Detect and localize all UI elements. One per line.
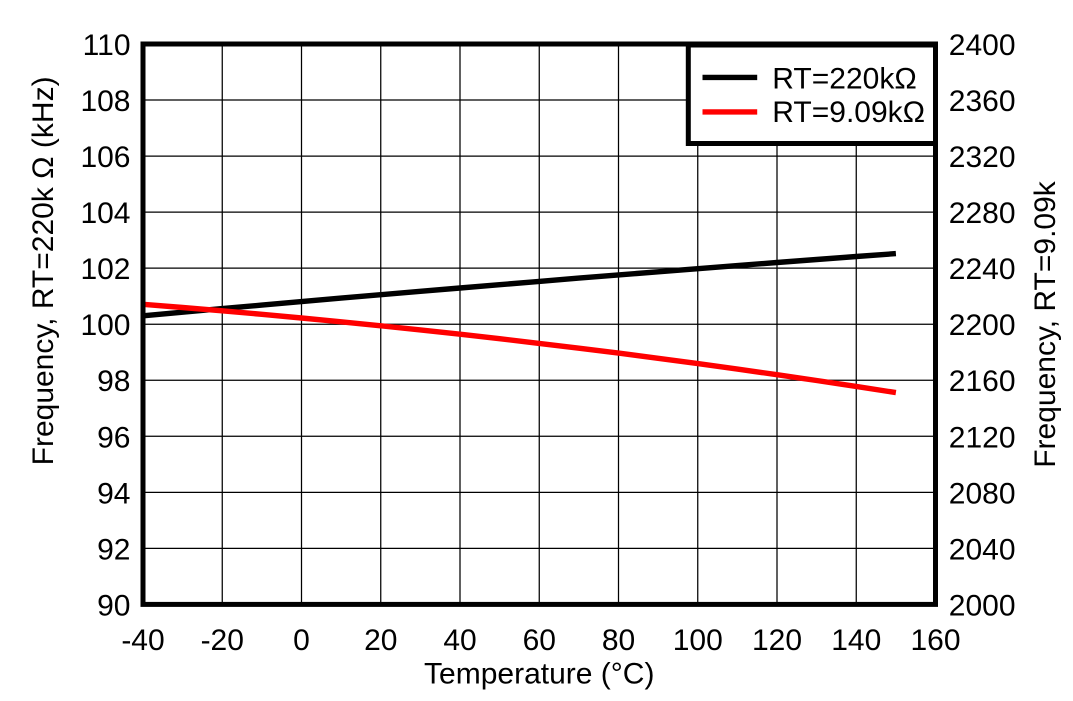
svg-text:140: 140	[831, 624, 881, 657]
svg-text:120: 120	[752, 624, 802, 657]
svg-text:98: 98	[97, 365, 130, 398]
svg-text:80: 80	[602, 624, 635, 657]
svg-text:-20: -20	[201, 624, 244, 657]
svg-text:102: 102	[80, 253, 130, 286]
svg-text:RT=9.09kΩ: RT=9.09kΩ	[772, 96, 925, 129]
svg-text:90: 90	[97, 589, 130, 622]
svg-text:110: 110	[83, 29, 131, 62]
svg-text:2000: 2000	[949, 589, 1016, 622]
svg-text:Frequency, RT=9.09k: Frequency, RT=9.09k	[1029, 180, 1062, 468]
svg-text:2360: 2360	[949, 85, 1016, 118]
svg-text:2400: 2400	[949, 29, 1016, 62]
svg-text:106: 106	[80, 141, 130, 174]
svg-text:2280: 2280	[949, 197, 1016, 230]
svg-text:40: 40	[443, 624, 476, 657]
svg-text:96: 96	[97, 421, 130, 454]
svg-text:104: 104	[80, 197, 130, 230]
svg-text:2200: 2200	[949, 309, 1016, 342]
svg-text:2160: 2160	[949, 365, 1016, 398]
svg-text:2120: 2120	[949, 421, 1016, 454]
svg-text:Frequency, RT=220k Ω (kHz): Frequency, RT=220k Ω (kHz)	[27, 76, 60, 465]
svg-text:Temperature (°C): Temperature (°C)	[424, 658, 654, 691]
svg-text:160: 160	[910, 624, 960, 657]
svg-text:-40: -40	[121, 624, 164, 657]
svg-text:20: 20	[364, 624, 397, 657]
svg-text:60: 60	[523, 624, 556, 657]
svg-text:2080: 2080	[949, 477, 1016, 510]
svg-text:108: 108	[80, 85, 130, 118]
svg-text:94: 94	[97, 477, 130, 510]
svg-text:0: 0	[293, 624, 310, 657]
svg-text:2320: 2320	[949, 141, 1016, 174]
svg-text:100: 100	[80, 309, 130, 342]
svg-text:RT=220kΩ: RT=220kΩ	[772, 63, 916, 96]
svg-text:2240: 2240	[949, 253, 1016, 286]
svg-text:100: 100	[673, 624, 723, 657]
svg-text:2040: 2040	[949, 533, 1016, 566]
svg-text:92: 92	[97, 533, 130, 566]
